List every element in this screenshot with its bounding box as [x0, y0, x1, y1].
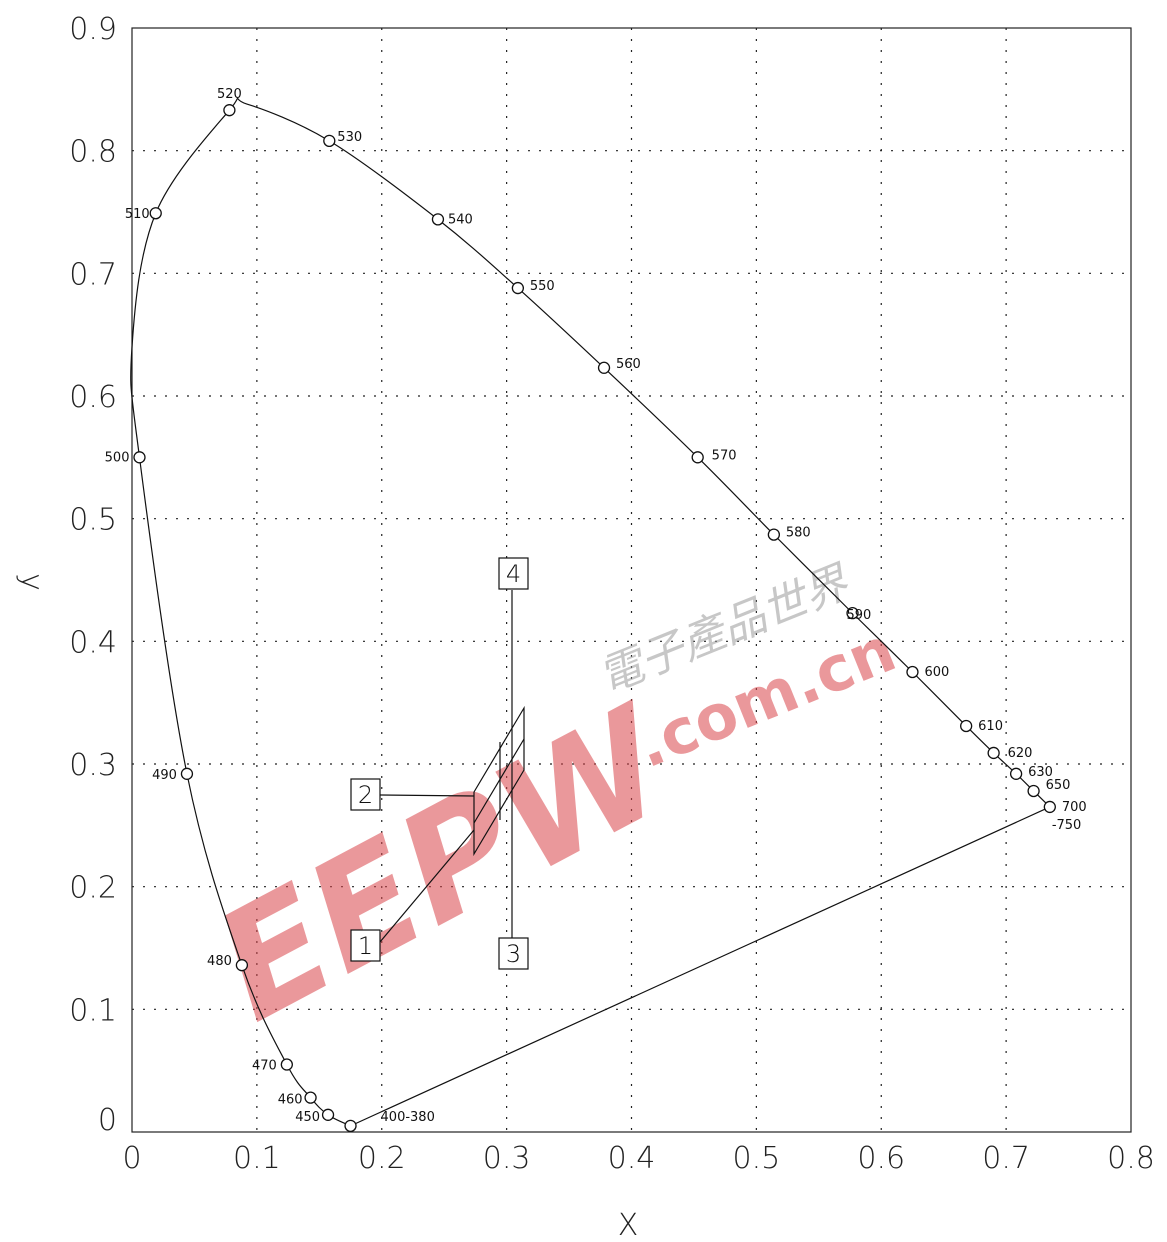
y-tick-label: 0.1 — [69, 993, 117, 1028]
y-tick-label: 0.4 — [69, 625, 117, 660]
wavelength-label: 620 — [1008, 746, 1033, 761]
wavelength-points: 400-380 450 460 470 480 490 500 510 520 530 540 550… — [105, 87, 1087, 1133]
callout-box — [350, 778, 381, 811]
wavelength-label: 490 — [152, 768, 177, 783]
wavelength-label: 480 — [207, 954, 232, 969]
wavelength-point — [180, 767, 194, 780]
y-tick-label: 0.9 — [69, 12, 117, 47]
x-tick-label: 0.6 — [857, 1141, 905, 1176]
x-tick-label: 0.3 — [483, 1141, 531, 1176]
x-axis-label: X — [618, 1208, 639, 1242]
wavelength-label: 510 — [125, 207, 150, 222]
wavelength-label: 560 — [616, 357, 641, 372]
wavelength-point — [906, 665, 919, 679]
tick-labels: 0 0.1 0.2 0.3 0.4 0.5 0.6 0.7 0.8 0 0.1 0.2 0.3 0.4 0.… — [69, 12, 1155, 1176]
wavelength-point — [987, 746, 1000, 760]
y-tick-label: 0.5 — [69, 503, 117, 538]
wavelength-label: 540 — [448, 212, 473, 227]
x-tick-label: 0.2 — [358, 1141, 406, 1176]
wavelength-point — [1027, 784, 1040, 798]
callout-number: 3 — [506, 940, 521, 968]
wavelength-point — [321, 1108, 335, 1121]
wavelength-point — [431, 213, 445, 226]
wavelength-label: 500 — [105, 450, 130, 465]
x-tick-label: 0.5 — [733, 1141, 781, 1176]
callout-number: 1 — [358, 932, 373, 960]
wavelength-label: 580 — [786, 526, 811, 541]
wavelength-point — [1043, 800, 1056, 814]
wavelength-point — [235, 959, 249, 972]
callout-2-leader — [379, 794, 475, 797]
callout-1-leader — [379, 829, 475, 943]
wavelength-label: 470 — [252, 1059, 277, 1074]
callout-number: 2 — [358, 781, 373, 809]
y-tick-label: 0.2 — [69, 871, 117, 906]
callout-number: 4 — [506, 560, 521, 588]
wavelength-label: 610 — [978, 719, 1003, 734]
wavelength-point — [304, 1091, 317, 1104]
y-tick-label: 0.3 — [69, 748, 117, 783]
wavelength-point — [280, 1058, 293, 1071]
x-tick-label: 0 — [122, 1141, 141, 1176]
wavelength-point — [960, 719, 973, 733]
wavelength-label: 460 — [278, 1093, 303, 1108]
wavelength-label: 630 — [1028, 765, 1053, 780]
x-tick-label: 0.4 — [608, 1141, 656, 1176]
wavelength-label: 550 — [530, 279, 555, 294]
wavelength-label: 570 — [712, 448, 737, 463]
wavelength-label: 520 — [217, 87, 242, 102]
wavelength-point — [149, 207, 162, 220]
region-midline — [473, 738, 525, 824]
wavelength-label: 450 — [295, 1110, 320, 1125]
wavelength-point — [323, 134, 336, 148]
callout-box — [498, 937, 529, 970]
wavelength-label: -750 — [1052, 818, 1082, 833]
plot-frame — [131, 27, 1132, 1133]
wavelength-label: 400-380 — [381, 1110, 435, 1125]
region-parallelogram — [473, 705, 525, 857]
wavelength-label: 650 — [1046, 778, 1071, 793]
wavelength-point — [767, 528, 781, 541]
x-tick-label: 0.1 — [233, 1141, 281, 1176]
x-tick-label: 0.7 — [982, 1141, 1030, 1176]
wavelength-point — [223, 104, 236, 117]
purple-line — [350, 806, 1051, 1127]
wavelength-point — [1009, 767, 1023, 780]
wavelength-point — [344, 1119, 357, 1133]
callout-box — [350, 929, 381, 962]
wavelength-point — [597, 361, 611, 374]
wavelength-label: 700 — [1062, 800, 1087, 815]
wavelength-point — [691, 451, 704, 464]
wavelength-label: 600 — [924, 665, 949, 680]
y-tick-label: 0 — [98, 1103, 117, 1138]
wavelength-point — [133, 451, 146, 464]
y-tick-label: 0.7 — [69, 257, 117, 292]
callout-box — [498, 557, 529, 590]
wavelength-label: 590 — [847, 608, 872, 623]
y-tick-label: 0.8 — [69, 135, 117, 170]
y-axis-label: y — [14, 573, 49, 591]
wavelength-point — [511, 281, 525, 295]
diagram-callouts: 1 2 3 4 — [350, 557, 529, 970]
wavelength-point — [846, 606, 859, 620]
y-tick-label: 0.6 — [69, 380, 117, 415]
x-tick-label: 0.8 — [1107, 1141, 1155, 1176]
wavelength-label: 530 — [337, 130, 362, 145]
